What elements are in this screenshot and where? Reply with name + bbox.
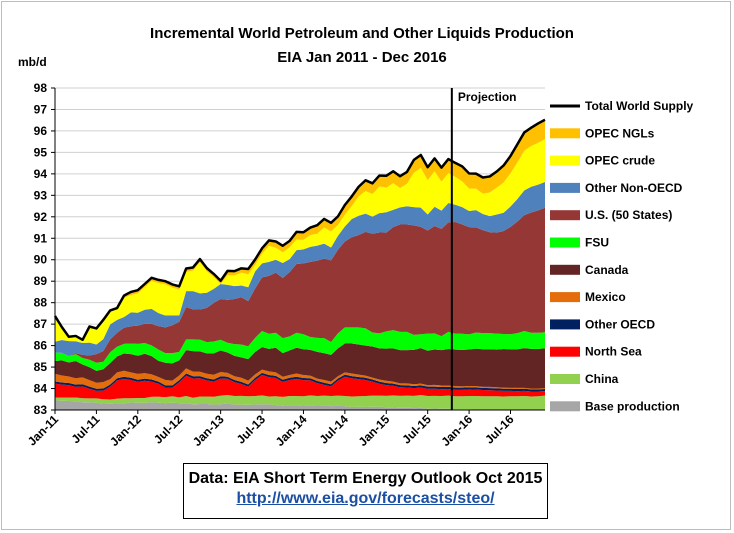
y-tick-label: 83 [34, 403, 48, 417]
y-tick-label: 90 [34, 253, 48, 267]
legend-swatch-other-non-oecd [550, 182, 580, 193]
total-line-group [53, 118, 546, 342]
legend-label-mexico: Mexico [585, 290, 626, 304]
source-text: Data: EIA Short Term Energy Outlook Oct … [188, 470, 543, 487]
area-other-non-oecd [55, 182, 545, 357]
legend-swatch-china [550, 374, 580, 384]
legend-swatch-other-oecd [550, 319, 580, 330]
x-tick-label: Jan-16 [438, 412, 475, 449]
x-tick-label: Jul-16 [482, 412, 517, 447]
legend-swatch-fsu [550, 237, 580, 248]
y-tick-label: 87 [34, 317, 48, 331]
legend-label-total-world-supply: Total World Supply [585, 99, 694, 113]
area-opec-crude [55, 139, 545, 345]
legend-swatch-canada [550, 264, 580, 275]
y-tick-label: 88 [34, 296, 48, 310]
chart-subtitle: EIA Jan 2011 - Dec 2016 [277, 49, 447, 66]
y-tick-label: 85 [34, 360, 48, 374]
x-tick-label: Jan-14 [273, 412, 310, 449]
y-tick-label: 91 [34, 231, 48, 245]
legend-swatch-mexico [550, 292, 580, 303]
projection-label: Projection [458, 90, 517, 104]
legend: Total World Supply OPEC NGLs OPEC crude Oth… [550, 99, 694, 413]
x-tick-label: Jul-12 [151, 412, 186, 447]
legend-label-fsu: FSU [585, 236, 609, 250]
area-other-oecd [55, 372, 545, 392]
area-fsu [55, 327, 545, 371]
y-tick-label: 89 [34, 274, 48, 288]
legend-label-opec-crude: OPEC crude [585, 154, 655, 168]
x-tick-label: Jan-12 [107, 412, 144, 449]
total-world-supply-line [53, 118, 546, 342]
y-tick-label: 86 [34, 339, 48, 353]
legend-label-china: China [585, 372, 619, 386]
y-tick-label: 97 [34, 102, 48, 116]
y-tick-label: 92 [34, 210, 48, 224]
y-tick-labels: 83 84 85 86 87 88 89 90 91 92 93 94 95 96 97 98 [34, 81, 48, 417]
y-tick-label: 96 [34, 124, 48, 138]
x-tick-label: Jul-11 [69, 412, 103, 446]
y-tick-label: 94 [34, 167, 48, 181]
x-tick-label: Jul-13 [234, 412, 269, 447]
x-tick-label: Jan-15 [356, 412, 393, 449]
x-tick-labels: Jan-11 Jul-11 Jan-12 Jul-12 Jan-13 Jul-13 Jan-… [25, 412, 517, 449]
legend-swatch-opec-ngls [550, 128, 580, 139]
x-tick-label: Jul-14 [317, 412, 352, 447]
legend-label-canada: Canada [585, 263, 629, 277]
legend-swatch-opec-crude [550, 155, 580, 166]
area-canada [55, 343, 545, 389]
x-tick-label: Jan-13 [190, 412, 227, 449]
y-axis-unit: mb/d [18, 55, 47, 69]
x-tick-label: Jul-15 [399, 412, 434, 447]
area-mexico [55, 368, 545, 390]
legend-label-other-oecd: Other OECD [585, 317, 655, 331]
chart-title: Incremental World Petroleum and Other Li… [150, 25, 574, 42]
y-tick-label: 93 [34, 188, 48, 202]
source-box: Data: EIA Short Term Energy Outlook Oct … [183, 463, 548, 519]
legend-label-opec-ngls: OPEC NGLs [585, 126, 655, 140]
y-tick-label: 84 [34, 382, 48, 396]
y-tick-label: 95 [34, 145, 48, 159]
source-link[interactable]: http://www.eia.gov/forecasts/steo/ [236, 490, 495, 507]
axes [51, 87, 545, 414]
legend-label-other-non-oecd: Other Non-OECD [585, 181, 683, 195]
area-china [55, 394, 545, 410]
legend-label-u-s-50-states: U.S. (50 States) [585, 208, 672, 222]
x-tick-label: Jan-11 [25, 412, 62, 449]
legend-label-base-production: Base production [585, 399, 680, 413]
legend-swatch-base-production [550, 401, 580, 412]
legend-swatch-u-s-50-states [550, 210, 580, 221]
stacked-areas [55, 119, 545, 410]
legend-swatch-north-sea [550, 346, 580, 357]
area-base-production [55, 400, 545, 410]
legend-label-north-sea: North Sea [585, 345, 642, 359]
area-north-sea [55, 375, 545, 400]
y-tick-label: 98 [34, 81, 48, 95]
area-u-s-50-states [55, 207, 545, 363]
